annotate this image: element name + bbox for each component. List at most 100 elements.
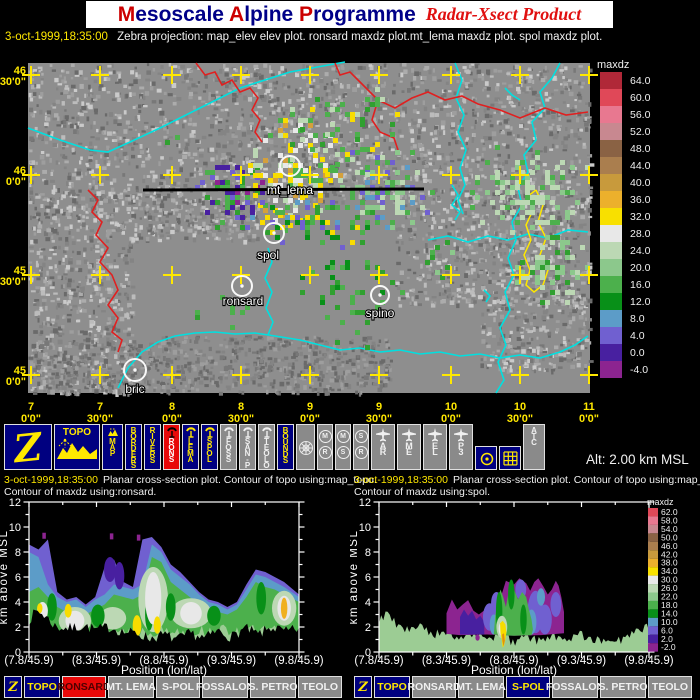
plane-icon [428, 428, 442, 442]
title-segment: esoscale [135, 2, 230, 26]
title-segment: P [299, 2, 314, 26]
circled-letter: R [354, 446, 368, 459]
circled-letter: S [354, 430, 368, 443]
toolbar-button-radar-web[interactable] [296, 424, 315, 470]
title-bar: Mesoscale Alpine Programme Radar-Xsect P… [86, 1, 613, 28]
xsect-toolbar-left: Z TOPO RONSARD MT. LEMA S-POL FOSSALON S. PETR… [4, 676, 342, 698]
xsect-button-teolo[interactable]: TEOLO [298, 676, 342, 698]
zebra-z-glyph: Z [8, 679, 18, 695]
radar-icon [223, 427, 234, 438]
site-label: ronsard [223, 294, 264, 308]
latlon-grid [22, 66, 598, 384]
xsect-button-z[interactable]: Z [4, 676, 22, 698]
zebra-z-glyph: Z [358, 679, 368, 695]
radar-icon [204, 427, 215, 438]
title-segment: M [117, 2, 136, 26]
xsect-button-ronsard[interactable]: RONSARD [57, 676, 111, 698]
xsect-button-s-petro[interactable]: S. PETRO [599, 676, 648, 698]
xsect-button-s-pol[interactable]: S-POL [156, 676, 200, 698]
xsect-ylabel: km above MSL [350, 530, 360, 625]
xsect-button-mt-lema[interactable]: MT. LEMA [106, 676, 156, 698]
title-segment: A [229, 2, 245, 26]
xsect-title-line1: Planar cross-section plot. Contour of to… [103, 474, 377, 486]
main-toolbar: Z TOPO M A P B O R D E R S R I V E R S R O N S L E M A S P O L F O S S S A N… [4, 423, 545, 472]
circled-letter: S [336, 446, 350, 459]
site-label: mt_lema [267, 183, 313, 197]
xsect-button-s-petro[interactable]: S. PETRO [249, 676, 298, 698]
xsect-button-s-pol[interactable]: S-POL [506, 676, 550, 698]
plane-icon [402, 428, 416, 442]
xsect-button-topo[interactable]: TOPO [24, 676, 60, 698]
xsect-button-fossalon[interactable]: FOSSALON [196, 676, 254, 698]
xsect-data [379, 578, 649, 652]
xsect-title-line2: Contour of maxdz using:ronsard. [4, 486, 157, 498]
grid-icon [502, 450, 517, 465]
xsect-button-topo[interactable]: TOPO [374, 676, 410, 698]
status-text: Zebra projection: map_elev elev plot. ro… [117, 31, 603, 43]
lake-outline [523, 189, 549, 293]
xsect-title-line2: Contour of maxdz using:spol. [354, 486, 490, 498]
xsect-button-teolo[interactable]: TEOLO [648, 676, 692, 698]
xsect-button-mt-lema[interactable]: MT. LEMA [456, 676, 506, 698]
status-line: 3-oct-1999,18:35:00 Zebra projection: ma… [5, 31, 695, 43]
toolbar-button-target[interactable] [475, 446, 497, 470]
product-title: Radar-Xsect Product [425, 4, 582, 24]
radar-site-bric: bric [123, 358, 147, 397]
xsect-button-ronsard[interactable]: RONSARD [407, 676, 461, 698]
xsect-colorbar: maxdz62.058.054.050.046.042.038.034.030.… [647, 497, 678, 652]
toolbar-button-topo[interactable]: TOPO [54, 424, 100, 470]
plane-icon [376, 428, 390, 442]
title-segment: rogramme [313, 2, 416, 26]
cross-section-line[interactable] [142, 187, 425, 192]
radar-site-spino: spino [365, 285, 396, 321]
xsect-xlabel: Position (lon/lat) [121, 663, 207, 677]
circled-letter: M [336, 430, 350, 443]
title-segment: lpine [244, 2, 300, 26]
toolbar-button-grid[interactable] [499, 446, 521, 470]
radar-icon [242, 427, 253, 438]
target-icon [480, 452, 493, 465]
xsect-ylabel: km above MSL [0, 530, 10, 625]
xsect-data [29, 532, 299, 652]
topo-icon [57, 438, 97, 459]
xsect-button-fossalon[interactable]: FOSSALON [546, 676, 604, 698]
zebra-z-glyph: Z [11, 423, 45, 472]
xsect-button-z[interactable]: Z [354, 676, 372, 698]
xsect-axes [23, 501, 305, 658]
circled-letter: R [318, 446, 332, 459]
xsect-toolbar-right: Z TOPO RONSARD MT. LEMA S-POL FOSSALON S. PETR… [354, 676, 692, 698]
toolbar-button-zebra-logo[interactable]: Z [4, 423, 52, 472]
radar-icon [166, 427, 177, 438]
